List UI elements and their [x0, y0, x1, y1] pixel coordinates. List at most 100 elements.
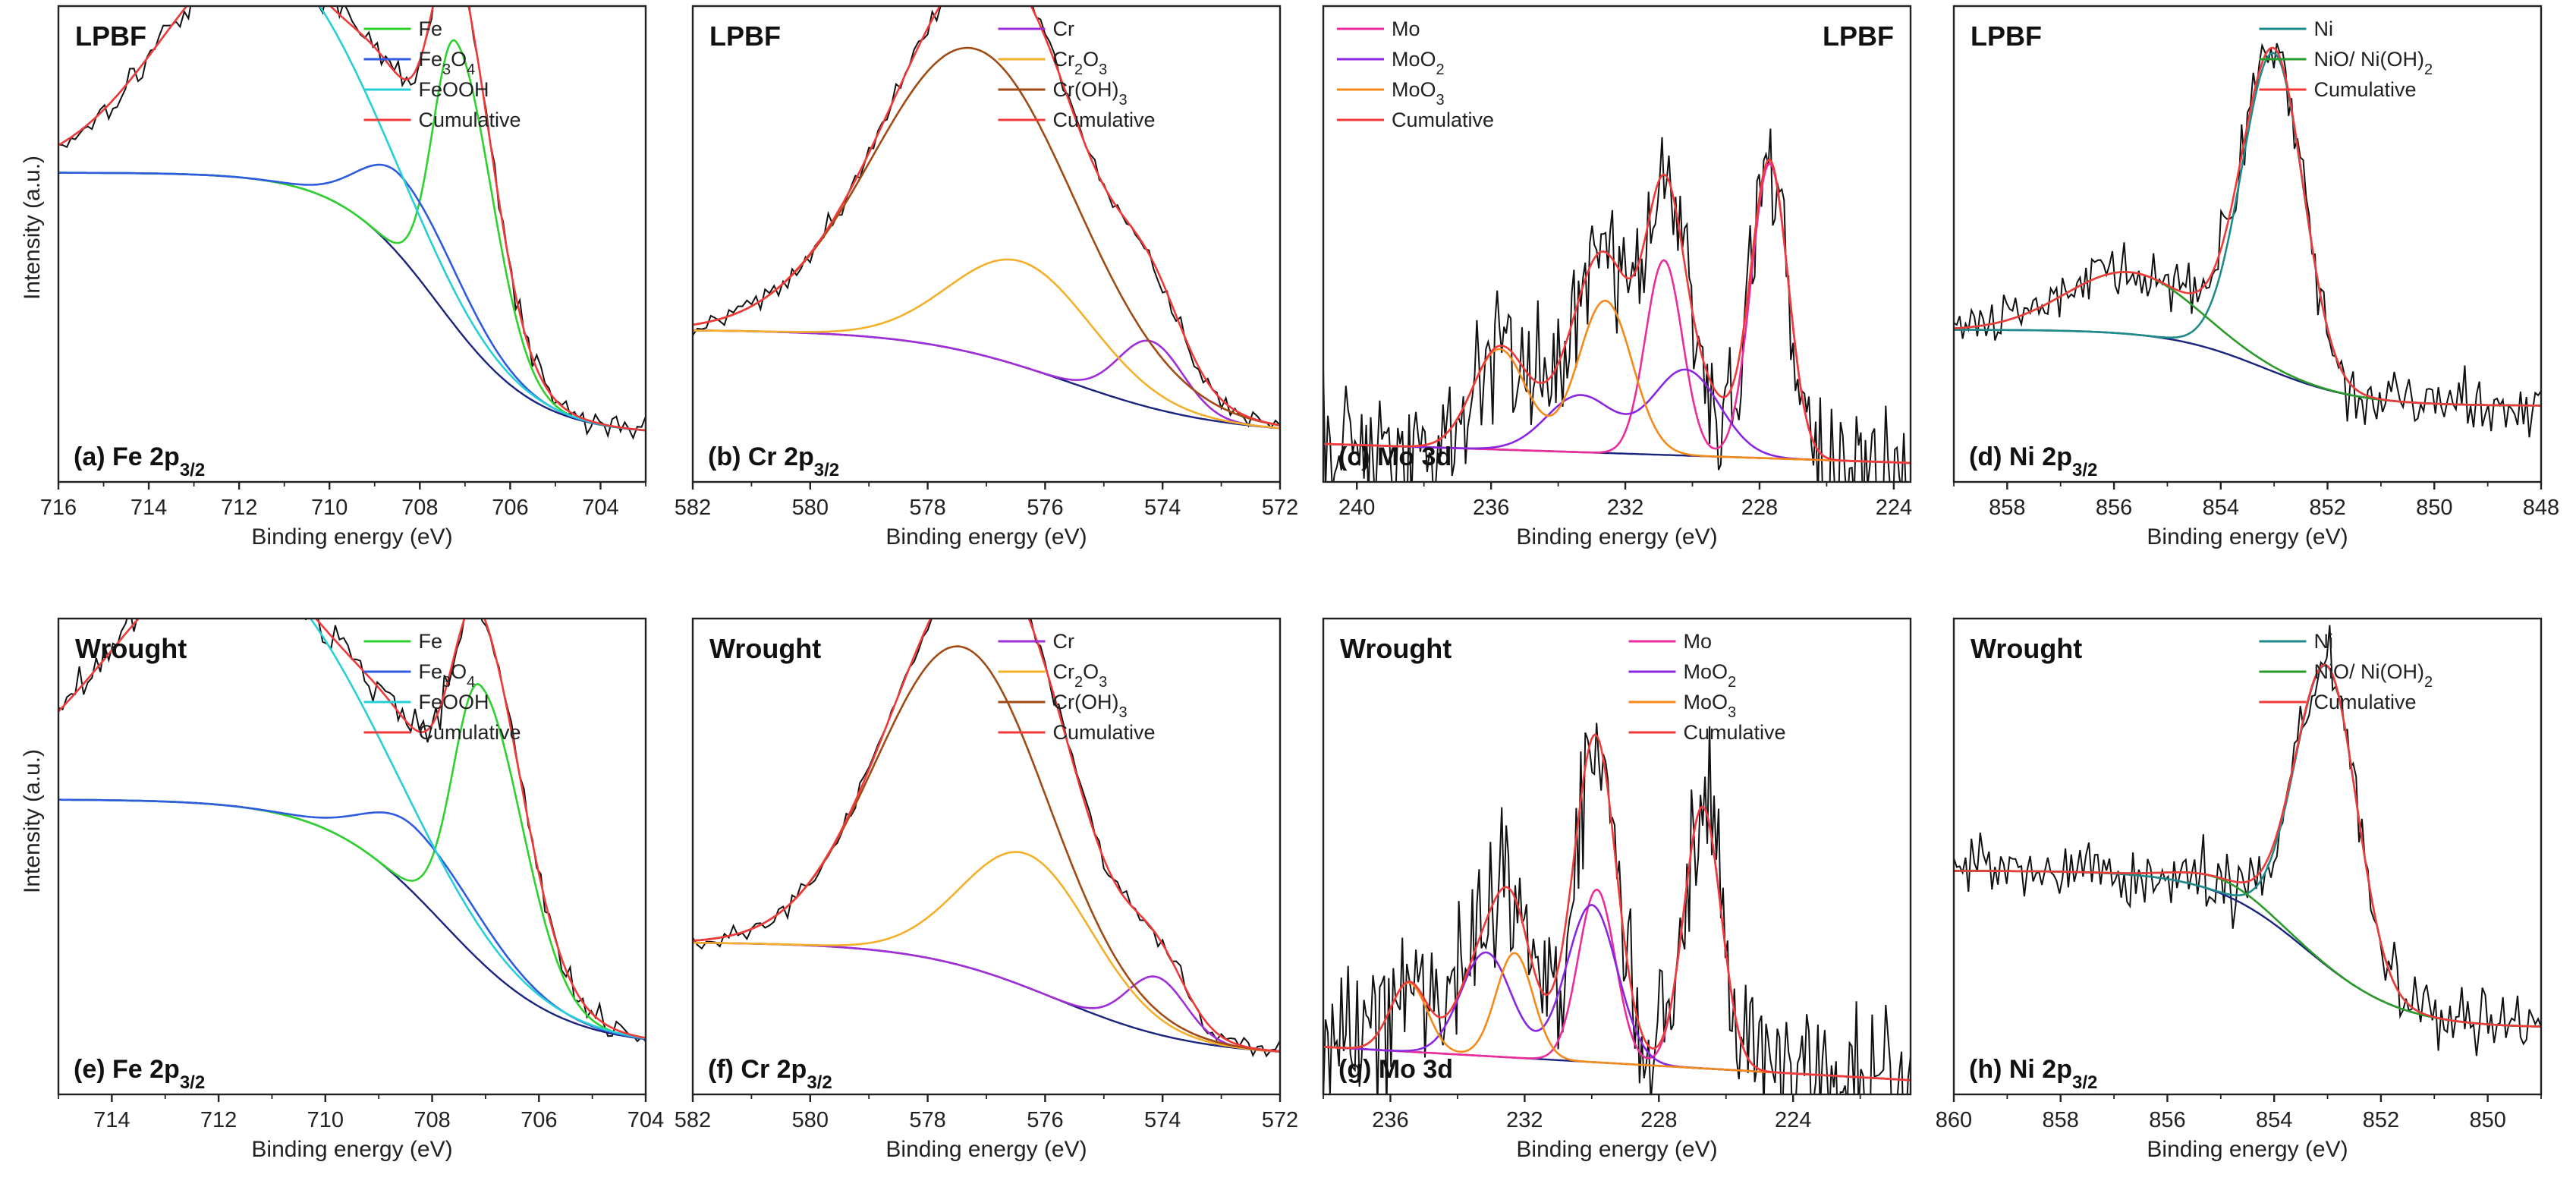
x-tick-label: 576 [1027, 496, 1063, 520]
panel-label-sub: 3/2 [180, 460, 205, 480]
x-tick-label: 852 [2309, 496, 2345, 520]
x-tick-label: 236 [1473, 496, 1509, 520]
sample-label: Wrought [1971, 633, 2082, 664]
x-tick-label: 708 [401, 496, 438, 520]
panels: 716 714 712 710 708 706 704 Binding energy (eV)… [40, 5, 2559, 1162]
x-tick-label: 224 [1775, 1108, 1811, 1132]
legend-label: NiO/ Ni(OH)2 [2313, 660, 2433, 691]
chart-panel-c: 240 236 232 228 224 Binding energy (eV) LPBF (c… [1322, 5, 1912, 549]
legend-label-part: Cr [1052, 48, 1074, 71]
legend-label-part: FeOOH [418, 78, 489, 101]
raw-spectrum-line [1323, 128, 1907, 482]
plot-area [1954, 625, 2541, 1056]
legend-label: Cr(OH)3 [1052, 78, 1127, 109]
sample-label: Wrought [709, 633, 821, 664]
x-tick-label: 848 [2523, 496, 2559, 520]
legend-label-part: 3 [442, 674, 451, 691]
sample-label: LPBF [709, 20, 781, 52]
x-tick-label: 582 [675, 1108, 711, 1132]
legend-label: Cumulative [2313, 691, 2416, 713]
x-tick-label: 228 [1741, 496, 1778, 520]
series-line-cumulative [1323, 733, 1911, 1082]
legend-label: Cr [1052, 630, 1074, 653]
legend-label-part: Cumulative [1683, 721, 1785, 744]
legend-label-part: Cumulative [418, 109, 521, 131]
legend-label-part: 3 [1118, 92, 1127, 109]
legend-label: FeOOH [418, 691, 489, 713]
legend-label-part: 2 [2424, 674, 2433, 691]
x-tick-label: 712 [221, 496, 257, 520]
plot-frame [1952, 617, 2543, 1096]
legend-label-part: 2 [1074, 61, 1083, 78]
legend-label-part: MoO [1392, 78, 1436, 101]
series-line-cumulative [1954, 46, 2541, 407]
legend-label-part: Ni [2313, 17, 2333, 40]
x-tick-label: 850 [2416, 496, 2452, 520]
series-line-cumulative [58, 619, 646, 1039]
legend-label-part: NiO/ Ni(OH) [2313, 660, 2423, 683]
plot-frame [1952, 5, 2543, 483]
legend-label-part: Cr [1052, 660, 1074, 683]
panel-label: (g) Mo 3d [1338, 1055, 1453, 1084]
x-tick-label: 232 [1506, 1108, 1543, 1132]
plot-area [58, 619, 646, 1043]
series-line-cumulative [1323, 158, 1911, 464]
x-tick-label: 572 [1262, 496, 1298, 520]
x-tick-label: 716 [40, 496, 77, 520]
panel-label-main: (e) Fe 2p [74, 1055, 180, 1084]
sample-label: Wrought [1340, 633, 1452, 664]
x-tick-label: 858 [1989, 496, 2025, 520]
legend-label: Fe3O4 [418, 660, 475, 691]
legend-label: Cumulative [418, 109, 521, 131]
plot-frame [57, 5, 647, 483]
legend-label: Mo [1392, 17, 1420, 40]
legend-label: MoO2 [1683, 660, 1736, 691]
legend-label: Cr2O3 [1052, 660, 1107, 691]
series-line-cr2o3 [693, 851, 1280, 1053]
legend-label-part: Fe [418, 48, 442, 71]
plot-frame [57, 617, 647, 1096]
legend-label-part: 2 [2424, 61, 2433, 78]
x-tick-label: 572 [1262, 1108, 1298, 1132]
legend-label: Cr2O3 [1052, 48, 1107, 78]
legend-label-part: O [1083, 660, 1099, 683]
legend-label-part: Cumulative [1052, 109, 1155, 131]
series-line-cumulative [693, 619, 1280, 1053]
legend-label-part: O [451, 48, 467, 71]
panel-label-sub: 3/2 [814, 460, 839, 480]
x-tick-label: 856 [2096, 496, 2132, 520]
chart-panel-d: 858 856 854 852 850 848 Binding energy (eV) LPB… [1952, 5, 2559, 549]
x-tick-label: 714 [131, 496, 167, 520]
legend-label-part: O [451, 660, 467, 683]
x-axis-label: Binding energy (eV) [2147, 1137, 2348, 1162]
panel-label-main: (b) Cr 2p [708, 442, 814, 471]
panel-label-main: (g) Mo 3d [1338, 1055, 1453, 1084]
legend-label: FeOOH [418, 78, 489, 101]
x-axis-label: Binding energy (eV) [2147, 524, 2348, 549]
panel-label-main: (c) Mo 3d [1338, 442, 1452, 471]
x-tick-label: 574 [1144, 496, 1181, 520]
y-axis-label-bottom: Intensity (a.u.) [20, 749, 45, 893]
series-line-cumulative [58, 6, 646, 432]
legend-label: Cumulative [1052, 109, 1155, 131]
legend-label-part: NiO/ Ni(OH) [2313, 48, 2423, 71]
chart-panel-g: 236 232 228 224 Binding energy (eV) Wrought (g… [1322, 617, 1912, 1162]
legend-label-part: 3 [1099, 674, 1107, 691]
legend-label: NiO/ Ni(OH)2 [2313, 48, 2433, 78]
series-line-feooh [58, 619, 646, 1040]
x-tick-label: 856 [2149, 1108, 2185, 1132]
plot-area [693, 619, 1280, 1058]
plot-area [1954, 43, 2541, 438]
plot-area [693, 6, 1280, 430]
plot-area [1323, 723, 1911, 1094]
legend-label-part: Ni [2313, 630, 2333, 653]
legend-label-part: MoO [1683, 660, 1728, 683]
x-tick-label: 236 [1372, 1108, 1408, 1132]
legend-label-part: 3 [1099, 61, 1107, 78]
legend-label-part: 3 [1436, 92, 1445, 109]
